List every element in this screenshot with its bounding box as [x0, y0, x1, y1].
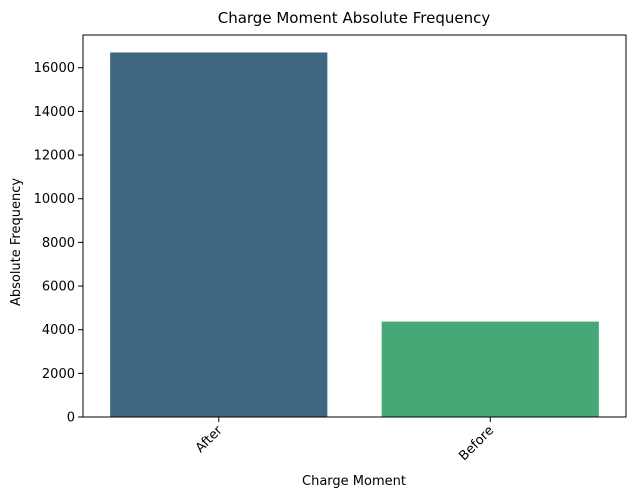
y-tick-label: 16000 [34, 61, 75, 76]
y-tick-label: 2000 [42, 367, 75, 382]
y-tick-label: 10000 [34, 192, 75, 207]
bars [110, 52, 599, 417]
chart-title: Charge Moment Absolute Frequency [218, 9, 491, 27]
y-tick-label: 0 [67, 411, 75, 426]
x-tick-label-before: Before [456, 423, 497, 464]
y-axis: 0 2000 4000 6000 8000 10000 12000 14000 16000 [34, 61, 83, 426]
y-axis-label: Absolute Frequency [9, 178, 24, 306]
y-tick-label: 12000 [34, 149, 75, 164]
y-tick-label: 4000 [42, 323, 75, 338]
x-tick-label-after: After [193, 423, 226, 456]
bar-after [110, 52, 328, 417]
x-axis: After Before [193, 417, 497, 464]
y-tick-label: 8000 [42, 236, 75, 251]
y-tick-label: 6000 [42, 280, 75, 295]
y-tick-label: 14000 [34, 105, 75, 120]
plot-frame [82, 34, 627, 418]
x-axis-label: Charge Moment [302, 474, 406, 489]
bar-before [381, 321, 599, 417]
